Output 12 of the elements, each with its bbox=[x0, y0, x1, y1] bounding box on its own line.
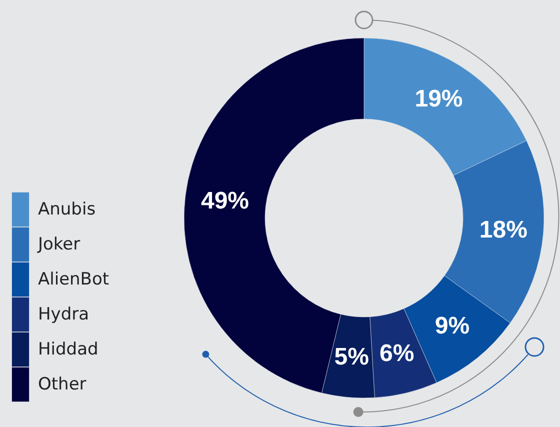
legend-label: Other bbox=[38, 374, 86, 394]
legend-label: Hiddad bbox=[38, 340, 98, 360]
legend-label: Anubis bbox=[38, 200, 96, 220]
data-label: 49% bbox=[200, 187, 250, 214]
data-label: 18% bbox=[479, 216, 528, 244]
data-label: 5% bbox=[334, 343, 369, 370]
legend-label: AlienBot bbox=[38, 270, 110, 290]
data-label: 9% bbox=[434, 312, 470, 340]
data-label: 19% bbox=[414, 86, 463, 113]
data-label: 6% bbox=[380, 340, 414, 368]
legend-label: Hydra bbox=[38, 304, 90, 324]
legend-label: Joker bbox=[37, 234, 80, 254]
